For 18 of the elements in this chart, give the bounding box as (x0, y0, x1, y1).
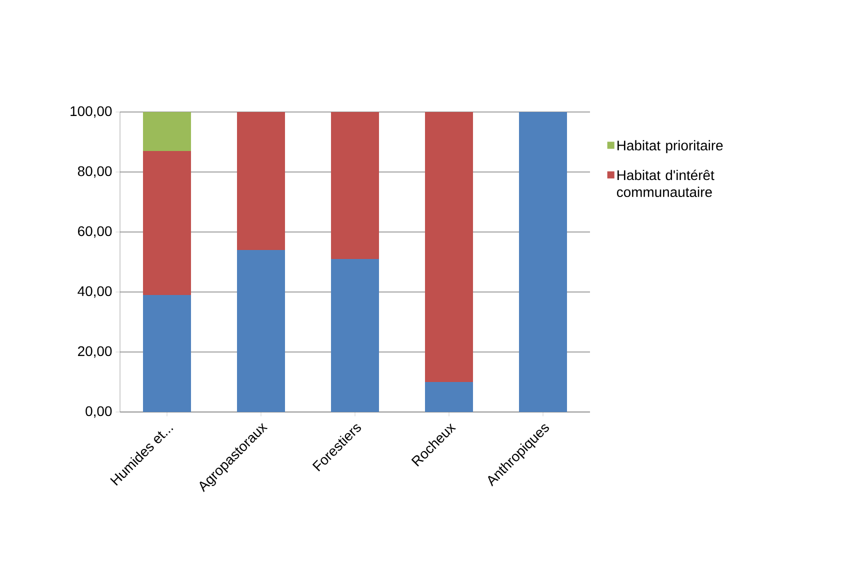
y-tick-label: 40,00 (78, 286, 112, 298)
y-tick-label: 100,00 (70, 106, 112, 118)
y-tick-label: 80,00 (78, 166, 112, 178)
bar (143, 294, 191, 412)
bar (331, 112, 379, 259)
bar (237, 250, 285, 412)
bar (519, 112, 567, 412)
bar (143, 112, 191, 151)
y-tick-label: 20,00 (78, 346, 112, 358)
y-tick-label: 0,00 (86, 406, 112, 418)
bar (425, 382, 473, 412)
bar (237, 112, 285, 250)
bar (143, 150, 191, 295)
legend-label: Habitat d'intérêt communautaire (616, 170, 714, 198)
legend-label: Habitat prioritaire (618, 140, 723, 154)
bar (425, 112, 473, 382)
y-tick-label: 60,00 (78, 226, 112, 238)
bar (331, 258, 379, 412)
